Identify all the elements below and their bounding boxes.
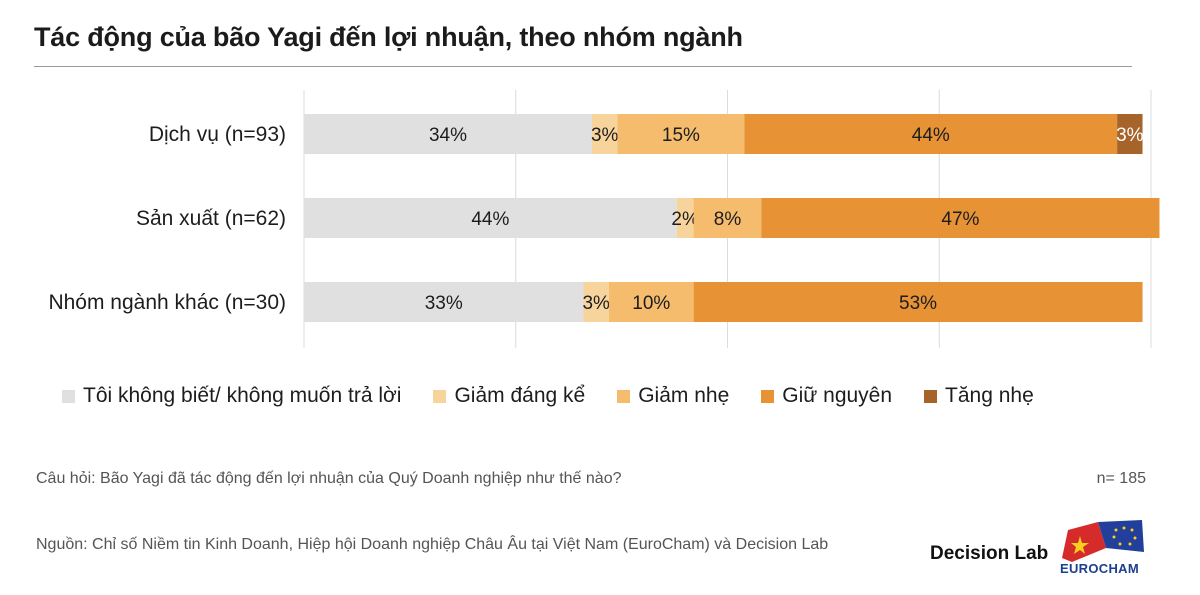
legend-swatch	[924, 389, 938, 403]
data-label: 44%	[912, 125, 950, 146]
data-label: 3%	[591, 125, 619, 146]
eurocham-logo-text: EUROCHAM	[1060, 561, 1139, 576]
legend-item: Giảm đáng kể	[433, 384, 585, 408]
data-label: 3%	[1116, 125, 1144, 146]
data-label: 53%	[899, 293, 937, 314]
data-label: 47%	[941, 209, 979, 230]
bar-segment	[617, 114, 745, 154]
category-label: Dịch vụ (n=93)	[149, 123, 286, 146]
chart-legend: Tôi không biết/ không muốn trả lời Giảm đ…	[62, 382, 1034, 410]
legend-label: Tôi không biết/ không muốn trả lời	[83, 384, 402, 407]
category-label: Sản xuất (n=62)	[136, 207, 286, 230]
legend-label: Giữ nguyên	[782, 384, 893, 407]
bar-segment	[583, 282, 609, 322]
decision-lab-logo: Decision Lab	[930, 543, 1049, 564]
survey-question: Câu hỏi: Bão Yagi đã tác động đến lợi nh…	[36, 470, 622, 487]
legend-item: Tăng nhẹ	[924, 384, 1034, 408]
legend-item: Giữ nguyên	[761, 384, 892, 408]
bar-segment	[1117, 114, 1143, 154]
legend-item: Giảm nhẹ	[617, 384, 729, 408]
stacked-bar-chart: Dịch vụ (n=93) 34% 3% 15% 44% 3% Sản xuất (n=6…	[48, 90, 1160, 348]
legend-swatch	[761, 389, 775, 403]
bar-segment	[744, 114, 1118, 154]
data-label: 8%	[714, 209, 742, 230]
bar-segment	[693, 198, 762, 238]
data-label: 10%	[632, 293, 670, 314]
legend-label: Giảm đáng kể	[454, 384, 586, 407]
legend-item: Tôi không biết/ không muốn trả lời	[62, 384, 401, 408]
data-label: 2%	[671, 209, 699, 230]
data-label: 15%	[662, 125, 700, 146]
legend-label: Tăng nhẹ	[945, 384, 1034, 407]
eurocham-flag-logo	[1062, 520, 1144, 562]
data-label: 3%	[582, 293, 610, 314]
chart-title: Tác động của bão Yagi đến lợi nhuận, the…	[34, 22, 743, 52]
bar-segment	[608, 282, 694, 322]
bar-segment	[591, 114, 618, 154]
bar-segment	[304, 114, 592, 154]
data-label: 34%	[429, 125, 467, 146]
bar-segment	[761, 198, 1160, 238]
sample-size: n= 185	[1096, 470, 1146, 487]
legend-swatch	[433, 389, 447, 403]
data-label: 33%	[425, 293, 463, 314]
category-label: Nhóm ngành khác (n=30)	[48, 291, 286, 314]
bar-segment	[304, 198, 677, 238]
legend-label: Giảm nhẹ	[638, 384, 730, 407]
source-note: Nguồn: Chỉ số Niềm tin Kinh Doanh, Hiệp …	[36, 536, 829, 553]
title-divider	[34, 66, 1132, 67]
legend-swatch	[617, 389, 631, 403]
data-label: 44%	[471, 209, 509, 230]
bar-segment	[693, 282, 1143, 322]
legend-swatch	[62, 389, 75, 403]
bar-segment	[676, 198, 694, 238]
bar-segment	[304, 282, 584, 322]
